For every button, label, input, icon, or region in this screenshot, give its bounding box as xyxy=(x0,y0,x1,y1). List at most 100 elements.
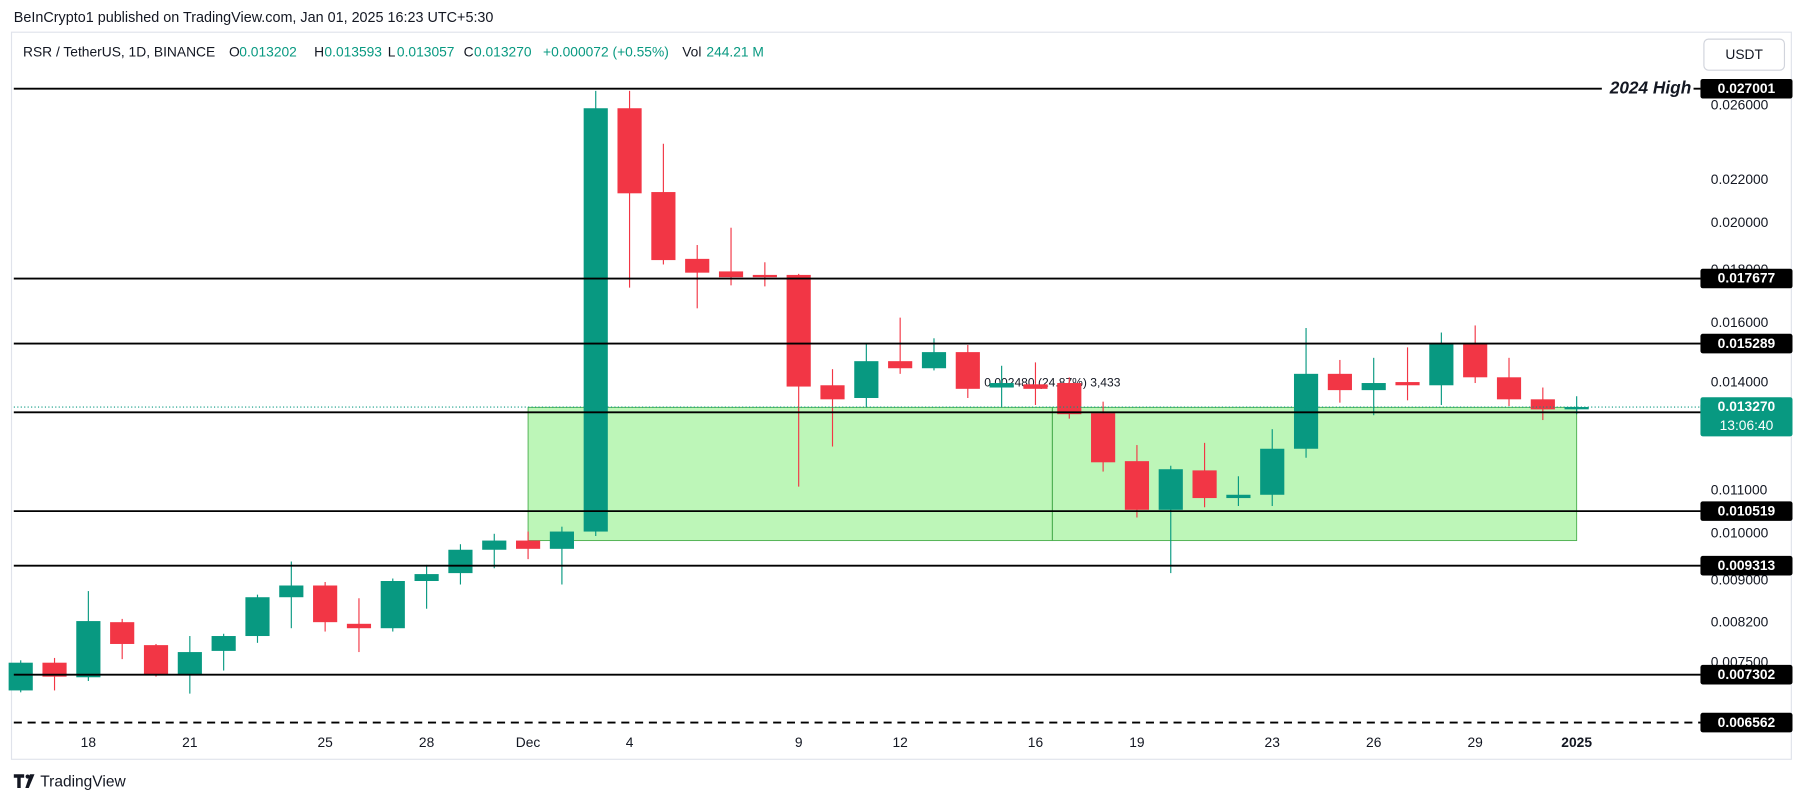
candle-body xyxy=(1463,343,1488,378)
candle-body xyxy=(1429,343,1454,386)
x-tick-label: 25 xyxy=(317,735,333,750)
candle-body xyxy=(448,549,473,574)
y-tick-label: 0.026000 xyxy=(1711,97,1769,112)
y-tick-label: 0.010000 xyxy=(1711,525,1769,540)
price-level-label: 0.009313 xyxy=(1718,558,1776,573)
y-tick-label: 0.014000 xyxy=(1711,375,1769,390)
currency-button-label[interactable]: USDT xyxy=(1725,47,1763,62)
logo-dot xyxy=(25,774,30,779)
price-level-tag xyxy=(1700,555,1793,576)
publisher-line: BeInCrypto1 published on TradingView.com… xyxy=(14,10,494,26)
candle-body xyxy=(820,385,845,400)
open-value: 0.013202 xyxy=(239,45,297,60)
change-value: +0.000072 (+0.55%) xyxy=(543,45,669,60)
candle-body xyxy=(1293,373,1319,449)
x-tick-label: 12 xyxy=(892,735,907,750)
candle-body xyxy=(854,361,879,398)
low-label: L xyxy=(388,45,396,60)
candle-body xyxy=(1564,407,1589,410)
currency-button[interactable] xyxy=(1703,38,1786,71)
price-level-label: 0.010519 xyxy=(1718,503,1776,518)
chart-frame xyxy=(10,31,1792,760)
price-level-tag xyxy=(1700,78,1793,99)
candle-body xyxy=(685,258,710,273)
volume-value: 244.21 M xyxy=(706,45,764,60)
y-tick-label: 0.020000 xyxy=(1711,215,1769,230)
logo-glyph xyxy=(25,774,35,789)
measure-label: 0.002480 (24.87%) 3,433 xyxy=(984,375,1120,389)
last-price-tag xyxy=(1700,397,1793,437)
candle-body xyxy=(76,621,101,678)
x-tick-label: 2025 xyxy=(1561,735,1592,750)
price-level-label: 0.017677 xyxy=(1718,271,1776,286)
candle-body xyxy=(414,574,439,582)
candle-body xyxy=(279,585,304,598)
candle-body xyxy=(1192,470,1217,499)
candle-body xyxy=(1496,377,1522,400)
x-tick-label: 29 xyxy=(1468,735,1484,750)
price-level-tag xyxy=(1700,333,1793,354)
candle-body xyxy=(245,597,270,637)
y-tick-label: 0.008200 xyxy=(1711,614,1769,629)
candle-body xyxy=(583,108,608,532)
candle-body xyxy=(313,585,338,623)
open-label: O xyxy=(229,45,240,60)
price-level-label: 0.015289 xyxy=(1718,336,1776,351)
y-tick-label: 0.009000 xyxy=(1711,573,1769,588)
candle-body xyxy=(888,361,913,369)
price-level-tag xyxy=(1700,664,1793,685)
candle-body xyxy=(143,645,169,675)
candle-body xyxy=(516,540,541,549)
candle-body xyxy=(921,352,947,369)
candle-body xyxy=(1327,373,1352,391)
x-tick-label: 4 xyxy=(626,735,634,750)
candle-body xyxy=(177,652,202,675)
level-note: 2024 High xyxy=(1609,77,1692,97)
y-tick-label: 0.016000 xyxy=(1711,315,1769,330)
x-tick-label: 16 xyxy=(1028,735,1044,750)
footer-logo xyxy=(13,774,35,789)
plot: 0.002480 (24.87%) 3,433 0.026000 0.022000 0… xyxy=(8,77,1793,750)
close-label: C xyxy=(464,45,474,60)
price-level-tag xyxy=(1700,712,1793,733)
x-tick-label: 21 xyxy=(182,735,197,750)
x-tick-label: 9 xyxy=(795,735,803,750)
x-tick-label: 23 xyxy=(1265,735,1281,750)
x-tick-label: 26 xyxy=(1366,735,1382,750)
x-tick-label: 19 xyxy=(1129,735,1145,750)
candle-body xyxy=(1057,383,1082,415)
candle-body xyxy=(1361,383,1386,391)
logo-glyph xyxy=(13,774,25,789)
low-value: 0.013057 xyxy=(397,45,455,60)
candle-body xyxy=(1226,494,1251,499)
price-level-label: 0.007302 xyxy=(1718,667,1776,682)
candle-body xyxy=(346,623,372,629)
candle-body xyxy=(1530,399,1555,410)
price-level-label: 0.006562 xyxy=(1718,715,1776,730)
candle-body xyxy=(617,108,642,194)
candle-body xyxy=(1124,461,1150,510)
candle-body xyxy=(1158,469,1183,510)
candle-body xyxy=(989,383,1014,388)
high-label: H xyxy=(314,45,324,60)
candle-body xyxy=(1260,448,1285,495)
price-level-label: 0.027001 xyxy=(1718,81,1776,96)
candle-body xyxy=(955,352,980,389)
candle-body xyxy=(786,274,811,387)
price-level-tag xyxy=(1700,501,1793,521)
candle-body xyxy=(752,274,777,278)
y-tick-label: 0.022000 xyxy=(1711,172,1769,187)
note-background xyxy=(1601,78,1694,100)
legend: RSR / TetherUS, 1D, BINANCE O 0.013202 H… xyxy=(23,45,764,60)
candle-body xyxy=(1023,384,1048,389)
candle-body xyxy=(1395,382,1420,386)
price-level-tag xyxy=(1700,268,1793,289)
candle-body xyxy=(8,662,33,691)
close-value: 0.013270 xyxy=(474,45,532,60)
volume-label: Vol xyxy=(682,45,701,60)
y-tick-label: 0.011000 xyxy=(1711,483,1768,498)
last-price-label: 0.013270 xyxy=(1718,399,1776,414)
